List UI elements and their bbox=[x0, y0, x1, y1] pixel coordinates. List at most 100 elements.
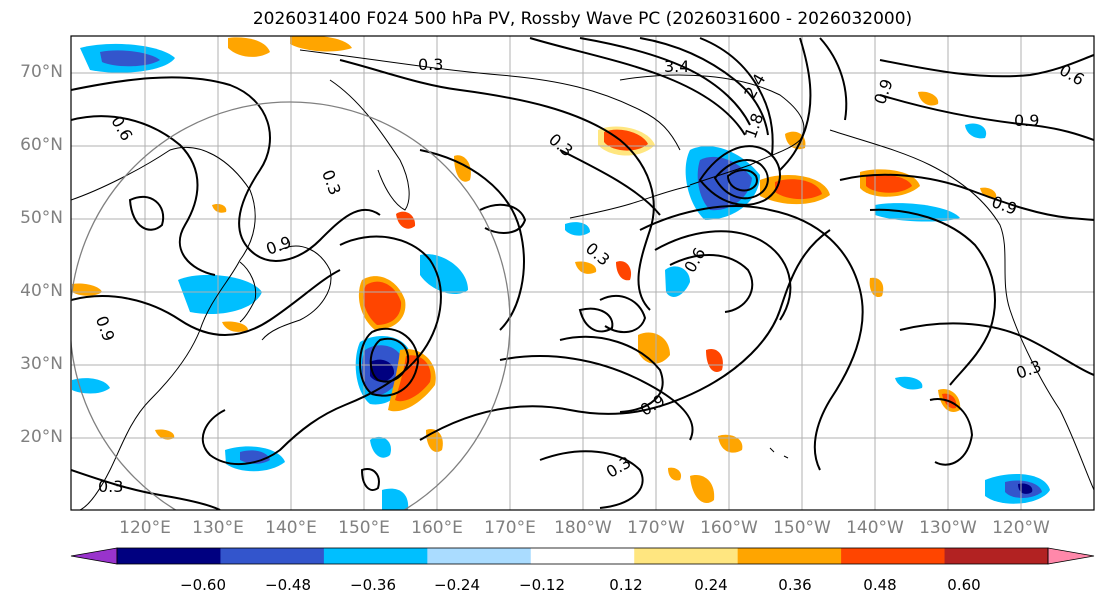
pv-contour-line bbox=[128, 195, 165, 231]
pv-contour-line bbox=[479, 203, 527, 234]
coastline-hawaii bbox=[769, 447, 789, 459]
lat-label: 20°N bbox=[20, 427, 63, 447]
pv-contour-line bbox=[579, 37, 751, 126]
pv-contour-line bbox=[839, 173, 1094, 221]
colorbar-tick-label: 0.48 bbox=[863, 576, 897, 594]
coastline-siberia bbox=[299, 49, 681, 151]
positive-anomaly-patch bbox=[866, 174, 912, 193]
positive-anomaly-patch bbox=[72, 283, 102, 296]
pv-contour-line bbox=[899, 322, 1094, 376]
colorbar-segment bbox=[323, 548, 428, 564]
pv-contour-line bbox=[71, 269, 341, 336]
lat-label: 40°N bbox=[20, 281, 63, 301]
coastlines bbox=[71, 49, 1094, 510]
lon-label: 130°W bbox=[919, 518, 977, 538]
lat-label: 30°N bbox=[20, 354, 63, 374]
positive-anomaly-patch bbox=[980, 187, 997, 199]
positive-anomaly-patch bbox=[918, 91, 939, 106]
lon-label: 140°E bbox=[265, 518, 317, 538]
pv-contour-line bbox=[879, 54, 1094, 78]
coastline-aleutians bbox=[569, 185, 691, 219]
pv-contour-line bbox=[539, 450, 644, 509]
pv-contour-line bbox=[201, 235, 442, 466]
pv-contour-line bbox=[419, 149, 525, 331]
positive-anomaly-patch bbox=[690, 475, 715, 503]
pv-contour-line bbox=[559, 335, 664, 413]
colorbar-extend-max bbox=[1047, 547, 1095, 565]
colorbar-tick-label: 0.60 bbox=[947, 576, 981, 594]
negative-anomaly-patch bbox=[382, 488, 409, 510]
colorbar-segment bbox=[530, 548, 635, 564]
colorbar-tick-label: 0.24 bbox=[694, 576, 728, 594]
pv-contour-line bbox=[879, 94, 1094, 141]
pv-contour-line bbox=[369, 337, 410, 383]
lon-label: 150°E bbox=[338, 518, 390, 538]
positive-anomaly-patch bbox=[228, 37, 270, 57]
contour-label: 0.9 bbox=[1014, 111, 1039, 130]
pv-contour-line bbox=[654, 230, 792, 321]
contour-label: 3.4 bbox=[664, 57, 689, 76]
negative-anomaly-patch bbox=[965, 123, 987, 139]
coastline-korea bbox=[239, 261, 257, 323]
positive-anomaly-patch bbox=[706, 348, 723, 372]
colorbar-segment bbox=[737, 548, 842, 564]
pv-contour-line bbox=[360, 468, 380, 491]
lon-label: 160°E bbox=[411, 518, 463, 538]
colorbar-tick-label: −0.24 bbox=[434, 576, 480, 594]
pv-contour-line bbox=[71, 76, 381, 262]
colorbar-frame bbox=[116, 547, 1049, 565]
pv-contour-line bbox=[71, 469, 221, 510]
colorbar-segment bbox=[427, 548, 532, 564]
positive-anomaly-patch bbox=[290, 36, 352, 52]
pv-contour-line bbox=[669, 254, 754, 313]
pv-contour-line bbox=[698, 145, 781, 206]
pv-contour-line bbox=[599, 295, 647, 334]
positive-anomaly-patch bbox=[212, 203, 227, 213]
colorbar-tick-label: −0.12 bbox=[519, 576, 565, 594]
negative-anomaly-patch bbox=[895, 376, 923, 390]
colorbar-tick-label: 0.12 bbox=[609, 576, 643, 594]
positive-anomaly-patch bbox=[668, 467, 682, 481]
pv-contour-line bbox=[779, 37, 812, 171]
negative-anomaly-patch bbox=[370, 436, 391, 458]
lon-label: 130°E bbox=[192, 518, 244, 538]
lon-label: 160°W bbox=[700, 518, 758, 538]
lat-label: 50°N bbox=[20, 208, 63, 228]
pv-contours bbox=[71, 37, 1094, 510]
pv-contour-line bbox=[639, 205, 864, 471]
lon-label: 170°E bbox=[484, 518, 536, 538]
negative-anomaly-patch bbox=[875, 203, 960, 222]
pv-contour-line bbox=[699, 37, 774, 156]
pv-contour-line bbox=[639, 37, 769, 136]
lon-label: 140°W bbox=[846, 518, 904, 538]
negative-anomaly-patch bbox=[178, 274, 262, 314]
negative-anomaly-patch bbox=[665, 266, 690, 297]
positive-anomaly-patch bbox=[396, 211, 416, 229]
colorbar-segment bbox=[220, 548, 325, 564]
colorbar-extend-min bbox=[70, 547, 118, 565]
lon-label: 170°W bbox=[627, 518, 685, 538]
positive-anomaly-patch bbox=[785, 131, 806, 150]
positive-anomaly-patch bbox=[222, 321, 248, 332]
pv-contour-line bbox=[578, 307, 614, 333]
lon-label: 180°W bbox=[554, 518, 612, 538]
lon-label: 120°E bbox=[119, 518, 171, 538]
positive-anomaly-patch bbox=[604, 129, 648, 151]
colorbar-segment bbox=[841, 548, 946, 564]
colorbar bbox=[70, 547, 1095, 565]
map-frame bbox=[70, 35, 1095, 511]
lat-label: 70°N bbox=[20, 62, 63, 82]
pv-contour-line bbox=[869, 208, 996, 386]
contour-label: 0.3 bbox=[98, 477, 123, 496]
coastline-japan bbox=[261, 245, 332, 341]
coastline-asia bbox=[71, 146, 256, 510]
lat-label: 60°N bbox=[20, 135, 63, 155]
lon-label: 120°W bbox=[992, 518, 1050, 538]
colorbar-tick-label: 0.36 bbox=[778, 576, 812, 594]
positive-anomaly-patch bbox=[775, 179, 822, 200]
negative-anomaly-patch bbox=[72, 378, 110, 394]
pv-contour-line bbox=[529, 37, 746, 136]
colorbar-tick-label: −0.48 bbox=[265, 576, 311, 594]
colorbar-segment bbox=[634, 548, 739, 564]
